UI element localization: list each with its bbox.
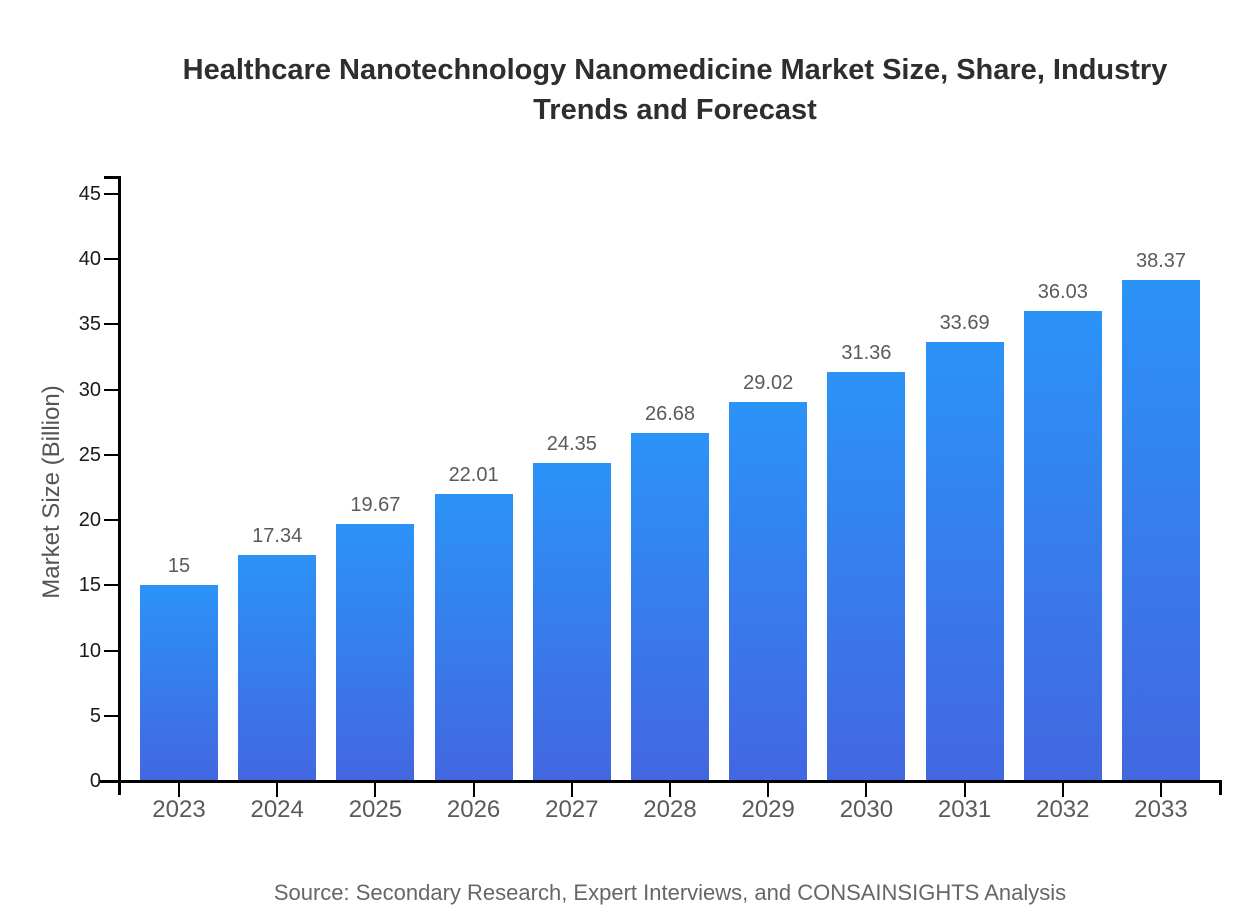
bar-2031 — [925, 341, 1004, 780]
x-tick — [865, 783, 868, 797]
y-tick-label: 5 — [89, 704, 101, 727]
x-axis-right-cap — [1219, 780, 1222, 795]
y-tick — [104, 388, 118, 391]
bar-2032 — [1023, 311, 1102, 780]
y-tick — [104, 258, 118, 261]
y-tick — [104, 714, 118, 717]
bar-2025 — [336, 524, 415, 780]
bar-value-label: 19.67 — [350, 494, 401, 517]
bar-2028 — [631, 432, 709, 780]
y-tick — [104, 780, 118, 782]
bar-value-label: 29.02 — [743, 372, 794, 395]
x-tick — [472, 783, 475, 797]
y-tick-label: 20 — [78, 509, 101, 532]
x-category-label: 2030 — [839, 796, 894, 823]
x-tick — [276, 783, 279, 797]
x-category-label: 2028 — [643, 796, 697, 823]
bar-value-label: 22.01 — [448, 463, 499, 486]
x-category-label: 2032 — [1036, 796, 1090, 823]
y-tick-label: 0 — [89, 770, 101, 792]
bar-2027 — [532, 463, 611, 780]
y-tick-label: 15 — [78, 574, 101, 597]
y-tick — [104, 193, 118, 195]
x-category-label: 2029 — [741, 796, 795, 823]
x-category-label: 2023 — [152, 796, 206, 823]
bar-value-label: 24.35 — [546, 433, 597, 456]
x-category-label: 2025 — [348, 796, 403, 823]
x-tick — [1160, 783, 1162, 797]
bar-value-label: 33.69 — [939, 311, 990, 334]
y-tick — [104, 584, 118, 587]
source-note: Source: Secondary Research, Expert Inter… — [273, 880, 1067, 905]
bar-2029 — [729, 402, 808, 780]
y-tick-label: 40 — [78, 248, 101, 271]
x-tick — [767, 783, 770, 797]
y-tick-label: 30 — [78, 378, 101, 401]
y-tick — [104, 453, 118, 456]
x-category-label: 2031 — [937, 796, 992, 823]
y-axis-top-cap — [104, 176, 121, 179]
bar-value-label: 31.36 — [841, 341, 892, 364]
x-axis-line — [100, 780, 1222, 783]
bar-2026 — [434, 493, 513, 780]
x-category-label: 2026 — [446, 796, 501, 823]
y-tick-label: 45 — [78, 183, 101, 205]
x-tick — [1061, 783, 1064, 797]
bar-value-label: 26.68 — [644, 402, 696, 425]
y-tick — [104, 649, 118, 652]
y-tick-label: 10 — [78, 639, 101, 662]
bar-value-label: 15 — [167, 555, 191, 578]
bar-2024 — [238, 554, 317, 780]
x-tick — [374, 783, 377, 797]
x-tick — [963, 783, 966, 797]
chart-title: Healthcare Nanotechnology Nanomedicine M… — [182, 54, 1168, 126]
bar-value-label: 36.03 — [1037, 281, 1088, 303]
y-tick-label: 35 — [78, 313, 101, 336]
x-tick — [669, 783, 671, 797]
bar-value-label: 17.34 — [252, 524, 303, 547]
bar-2030 — [827, 371, 906, 780]
x-category-label: 2033 — [1134, 796, 1188, 823]
y-tick — [104, 519, 118, 522]
x-tick — [570, 783, 573, 797]
bar-value-label: 38.37 — [1135, 250, 1187, 273]
bar-2023 — [140, 585, 218, 780]
x-category-label: 2024 — [250, 796, 304, 823]
bar-2033 — [1122, 280, 1200, 780]
y-tick — [104, 323, 118, 326]
y-tick-label: 25 — [78, 443, 101, 466]
y-axis-line — [118, 176, 121, 795]
x-tick — [178, 783, 180, 797]
x-category-label: 2027 — [545, 796, 599, 823]
